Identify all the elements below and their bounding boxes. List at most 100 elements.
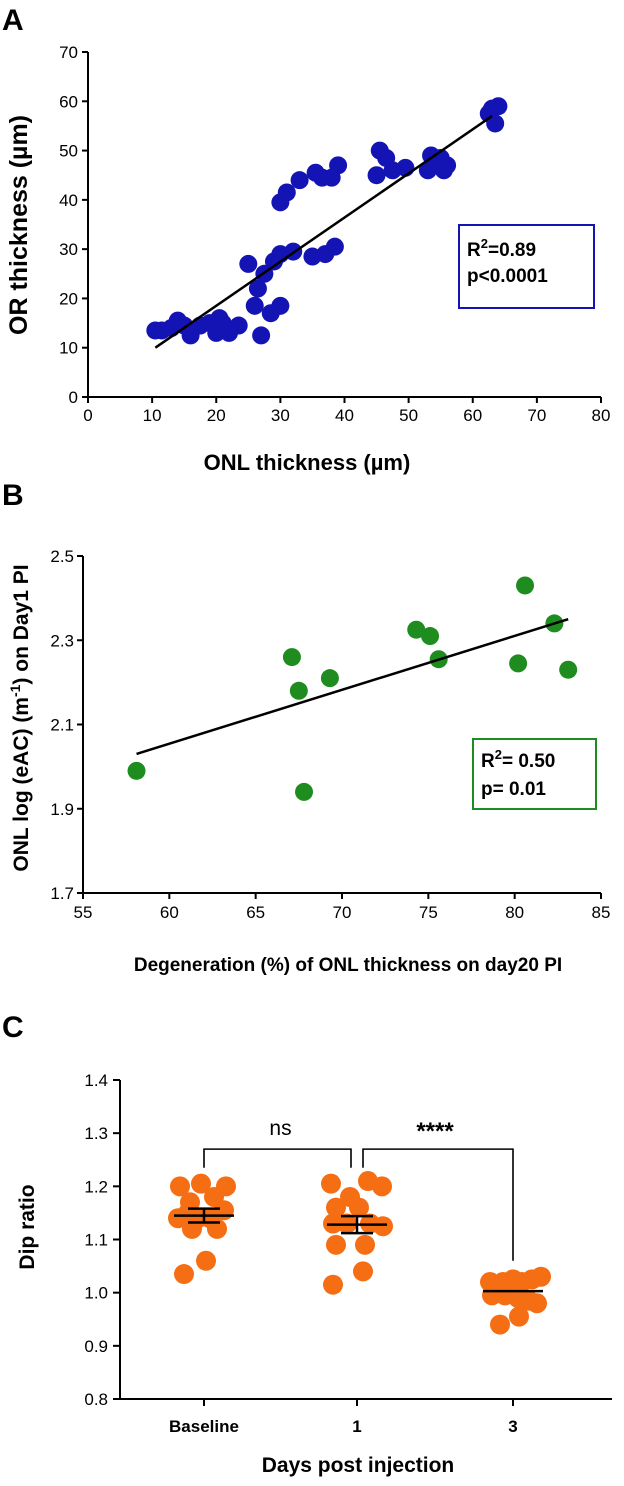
panel-a-data-point: [367, 166, 386, 185]
panel-a-data-point: [277, 183, 296, 202]
panel-b-data-point: [282, 648, 301, 667]
panel-b-y-tick-label: 2.3: [50, 631, 74, 650]
panel-b-r-squared: R2= 0.50: [481, 747, 555, 772]
panel-label-c: C: [2, 1011, 24, 1044]
panel-a-x-tick-label: 30: [271, 406, 290, 425]
panel-c-data-point: [531, 1266, 551, 1287]
panel-b-x-tick-label: 75: [419, 903, 438, 922]
panel-b-x-tick-label: 60: [160, 903, 179, 922]
panel-c-data-point: [174, 1264, 194, 1285]
panel-c-y-tick-label: 0.9: [84, 1337, 108, 1356]
panel-a-x-tick-label: 70: [527, 406, 546, 425]
panel-b-data-point: [320, 669, 339, 688]
panel-b-x-tick-label: 55: [74, 903, 93, 922]
panel-b-data-point: [559, 660, 578, 679]
panel-a-x-tick-label: 0: [83, 406, 92, 425]
panel-b-x-tick-label: 85: [592, 903, 611, 922]
panel-a-data-point: [239, 254, 258, 273]
panel-a-data-point: [329, 156, 348, 175]
panel-b-data-point: [295, 782, 314, 801]
panel-b-data-point: [421, 627, 440, 646]
panel-a-y-tick-label: 50: [59, 142, 78, 161]
panel-b-x-axis-label: Degeneration (%) of ONL thickness on day…: [134, 955, 562, 976]
panel-a-stats-box: [458, 224, 595, 309]
panel-a-y-tick-label: 0: [69, 388, 78, 407]
panel-c-y-tick-label: 1.4: [84, 1071, 108, 1090]
panel-a-y-tick-label: 10: [59, 339, 78, 358]
panel-a-x-tick-label: 10: [143, 406, 162, 425]
panel-c-data-point: [191, 1173, 211, 1194]
panel-c-data-point: [372, 1176, 392, 1197]
panel-a-data-point: [252, 326, 271, 345]
panel-c-y-tick-label: 1.0: [84, 1284, 108, 1303]
panel-b-stats-box: [472, 738, 597, 810]
panel-a-y-tick-label: 20: [59, 289, 78, 308]
panel-a-x-tick-label: 80: [592, 406, 611, 425]
panel-c-data-point: [170, 1176, 190, 1197]
panel-c-y-axis-label: Dip ratio: [16, 1184, 39, 1269]
panel-c-data-point: [349, 1197, 369, 1218]
panel-a-y-tick-label: 30: [59, 240, 78, 259]
panel-b-data-point: [289, 681, 308, 700]
panel-a-data-point: [486, 114, 505, 133]
panel-c-data-point: [353, 1261, 373, 1282]
panel-c-bracket-ns: [203, 1148, 352, 1168]
panel-b-y-axis-label: ONL log (eAC) (m-1) on Day1 PI: [7, 564, 33, 871]
panel-a-y-axis-label: OR thickness (µm): [5, 115, 33, 335]
panel-a-x-axis-label: ONL thickness (µm): [204, 450, 411, 475]
panel-c-y-tick-label: 0.8: [84, 1390, 108, 1409]
panel-c-data-point: [182, 1218, 202, 1239]
panel-c-data-point: [216, 1176, 236, 1197]
panel-c-data-point: [373, 1216, 393, 1237]
panel-c-y-tick-label: 1.2: [84, 1177, 108, 1196]
panel-c-bracket-sig-label: ****: [416, 1118, 454, 1145]
panel-c-x-tick-label: 1: [352, 1417, 361, 1436]
panel-c-data-point: [321, 1173, 341, 1194]
panel-a-data-point: [245, 296, 264, 315]
panel-a-x-tick-label: 40: [335, 406, 354, 425]
panel-b-data-point: [407, 620, 426, 639]
panel-a-data-point: [438, 156, 457, 175]
panel-b-x-tick-label: 70: [333, 903, 352, 922]
panel-a-data-point: [489, 97, 508, 116]
panel-b-x-tick-label: 80: [505, 903, 524, 922]
panel-b-data-point: [516, 576, 535, 595]
panel-c-bracket-ns-label: ns: [269, 1117, 291, 1140]
panel-a-x-tick-label: 20: [207, 406, 226, 425]
panel-a-regression-line: [154, 115, 493, 349]
panel-a-data-point: [229, 316, 248, 335]
panel-c-data-point: [509, 1306, 529, 1327]
panel-b-data-point: [127, 761, 146, 780]
panel-c-y-tick-label: 1.3: [84, 1124, 108, 1143]
panel-label-a: A: [2, 4, 24, 37]
panel-b-y-tick-label: 1.9: [50, 800, 74, 819]
panel-a-y-tick-label: 40: [59, 191, 78, 210]
panel-a-data-point: [290, 171, 309, 190]
panel-c-data-point: [323, 1274, 343, 1295]
panel-a-data-point: [248, 279, 267, 298]
panel-a-x-tick-label: 50: [399, 406, 418, 425]
panel-c-x-tick-label: Baseline: [169, 1417, 239, 1436]
panel-c-data-point: [214, 1200, 234, 1221]
panel-b-y-tick-label: 2.1: [50, 716, 74, 735]
panel-b-data-point: [509, 654, 528, 673]
panel-b-regression-line: [136, 617, 569, 756]
panel-a-x-tick-label: 60: [463, 406, 482, 425]
panel-a-data-point: [325, 237, 344, 256]
panel-c-data-point: [326, 1197, 346, 1218]
panel-a-r-squared: R2=0.89: [467, 236, 536, 261]
panel-c-bracket-sig: [362, 1148, 514, 1261]
panel-b-y-tick-label: 2.5: [50, 547, 74, 566]
panel-b-p-value: p= 0.01: [481, 779, 546, 800]
panel-c-data-point: [196, 1250, 216, 1271]
panel-a-y-tick-label: 60: [59, 92, 78, 111]
panel-c-data-point: [326, 1234, 346, 1255]
panel-a-y-tick-label: 70: [59, 43, 78, 62]
panel-b-y-tick-label: 1.7: [50, 884, 74, 903]
panel-c-data-point: [207, 1218, 227, 1239]
panel-c-x-axis-label: Days post injection: [262, 1454, 455, 1477]
panel-label-b: B: [2, 479, 24, 512]
panel-a-p-value: p<0.0001: [467, 266, 548, 287]
panel-a-data-point: [271, 296, 290, 315]
